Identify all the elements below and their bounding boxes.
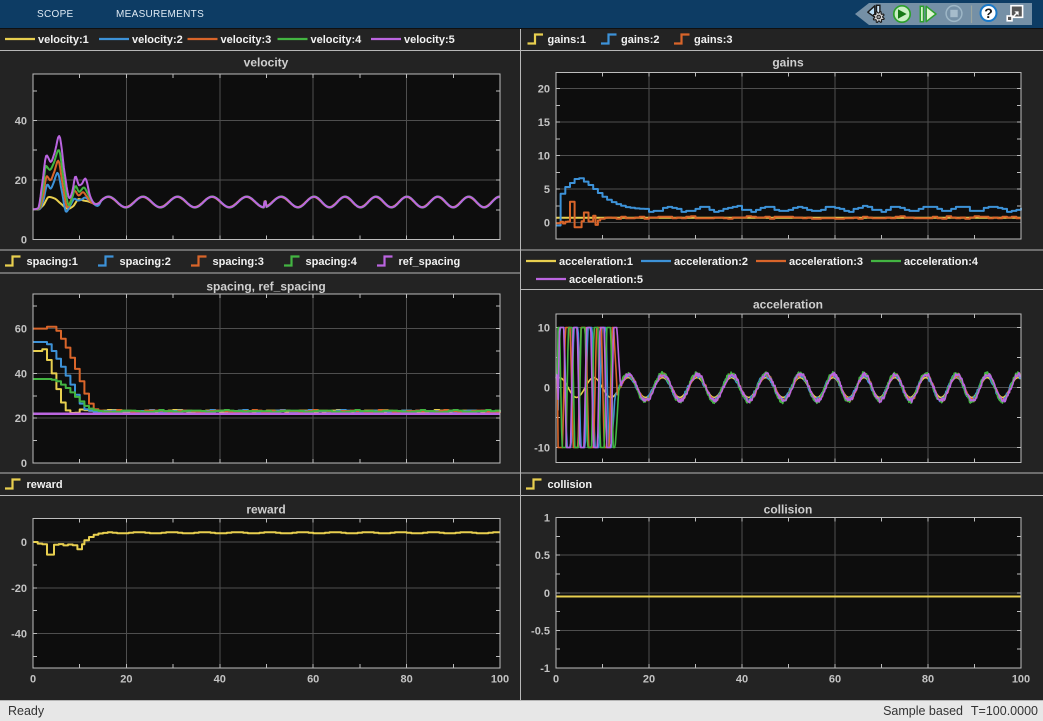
svg-text:collision: collision xyxy=(764,503,813,517)
svg-text:20: 20 xyxy=(15,175,27,187)
svg-text:gains:1: gains:1 xyxy=(548,34,587,46)
svg-text:-0.5: -0.5 xyxy=(531,625,550,637)
svg-text:spacing, ref_spacing: spacing, ref_spacing xyxy=(206,280,325,294)
svg-text:100: 100 xyxy=(491,674,509,686)
svg-text:0: 0 xyxy=(544,218,550,230)
svg-text:velocity:3: velocity:3 xyxy=(221,34,272,46)
svg-text:acceleration:3: acceleration:3 xyxy=(789,256,863,268)
svg-text:velocity:1: velocity:1 xyxy=(38,34,89,46)
svg-text:acceleration:2: acceleration:2 xyxy=(674,256,748,268)
svg-text:acceleration: acceleration xyxy=(753,298,823,312)
svg-text:-40: -40 xyxy=(11,629,27,641)
svg-text:20: 20 xyxy=(15,413,27,425)
svg-text:reward: reward xyxy=(27,479,63,491)
svg-text:?: ? xyxy=(984,5,993,21)
svg-text:0: 0 xyxy=(21,537,27,549)
svg-text:80: 80 xyxy=(400,674,412,686)
svg-text:velocity:2: velocity:2 xyxy=(132,34,183,46)
svg-text:40: 40 xyxy=(15,368,27,380)
svg-text:gains:2: gains:2 xyxy=(621,34,660,46)
svg-text:10: 10 xyxy=(538,323,550,335)
svg-text:40: 40 xyxy=(736,674,748,686)
svg-text:0: 0 xyxy=(544,588,550,600)
svg-text:40: 40 xyxy=(15,116,27,128)
svg-text:10: 10 xyxy=(538,151,550,163)
svg-text:0: 0 xyxy=(21,235,27,247)
svg-text:60: 60 xyxy=(307,674,319,686)
svg-text:velocity:4: velocity:4 xyxy=(311,34,363,46)
svg-text:acceleration:4: acceleration:4 xyxy=(904,256,979,268)
svg-text:spacing:2: spacing:2 xyxy=(120,256,171,268)
svg-text:0.5: 0.5 xyxy=(535,550,550,562)
svg-text:reward: reward xyxy=(246,503,285,517)
svg-text:spacing:4: spacing:4 xyxy=(306,256,358,268)
svg-text:40: 40 xyxy=(214,674,226,686)
svg-text:-10: -10 xyxy=(534,443,550,455)
svg-text:velocity: velocity xyxy=(244,56,289,70)
svg-text:80: 80 xyxy=(922,674,934,686)
svg-text:collision: collision xyxy=(548,479,593,491)
svg-text:ref_spacing: ref_spacing xyxy=(399,256,461,268)
svg-text:gains: gains xyxy=(772,56,804,70)
svg-text:acceleration:1: acceleration:1 xyxy=(559,256,633,268)
svg-text:0: 0 xyxy=(21,458,27,470)
svg-text:gains:3: gains:3 xyxy=(694,34,733,46)
svg-text:spacing:3: spacing:3 xyxy=(213,256,264,268)
svg-text:-1: -1 xyxy=(540,663,550,675)
svg-text:1: 1 xyxy=(544,513,550,525)
svg-text:spacing:1: spacing:1 xyxy=(27,256,78,268)
svg-text:100: 100 xyxy=(1012,674,1030,686)
svg-text:60: 60 xyxy=(15,324,27,336)
svg-text:20: 20 xyxy=(120,674,132,686)
svg-text:20: 20 xyxy=(643,674,655,686)
svg-text:velocity:5: velocity:5 xyxy=(404,34,455,46)
svg-text:60: 60 xyxy=(829,674,841,686)
svg-text:0: 0 xyxy=(553,674,559,686)
svg-text:0: 0 xyxy=(30,674,36,686)
svg-text:5: 5 xyxy=(544,184,550,196)
svg-text:15: 15 xyxy=(538,117,550,129)
svg-text:20: 20 xyxy=(538,84,550,96)
svg-text:-20: -20 xyxy=(11,583,27,595)
svg-text:0: 0 xyxy=(544,383,550,395)
svg-text:acceleration:5: acceleration:5 xyxy=(569,274,643,286)
